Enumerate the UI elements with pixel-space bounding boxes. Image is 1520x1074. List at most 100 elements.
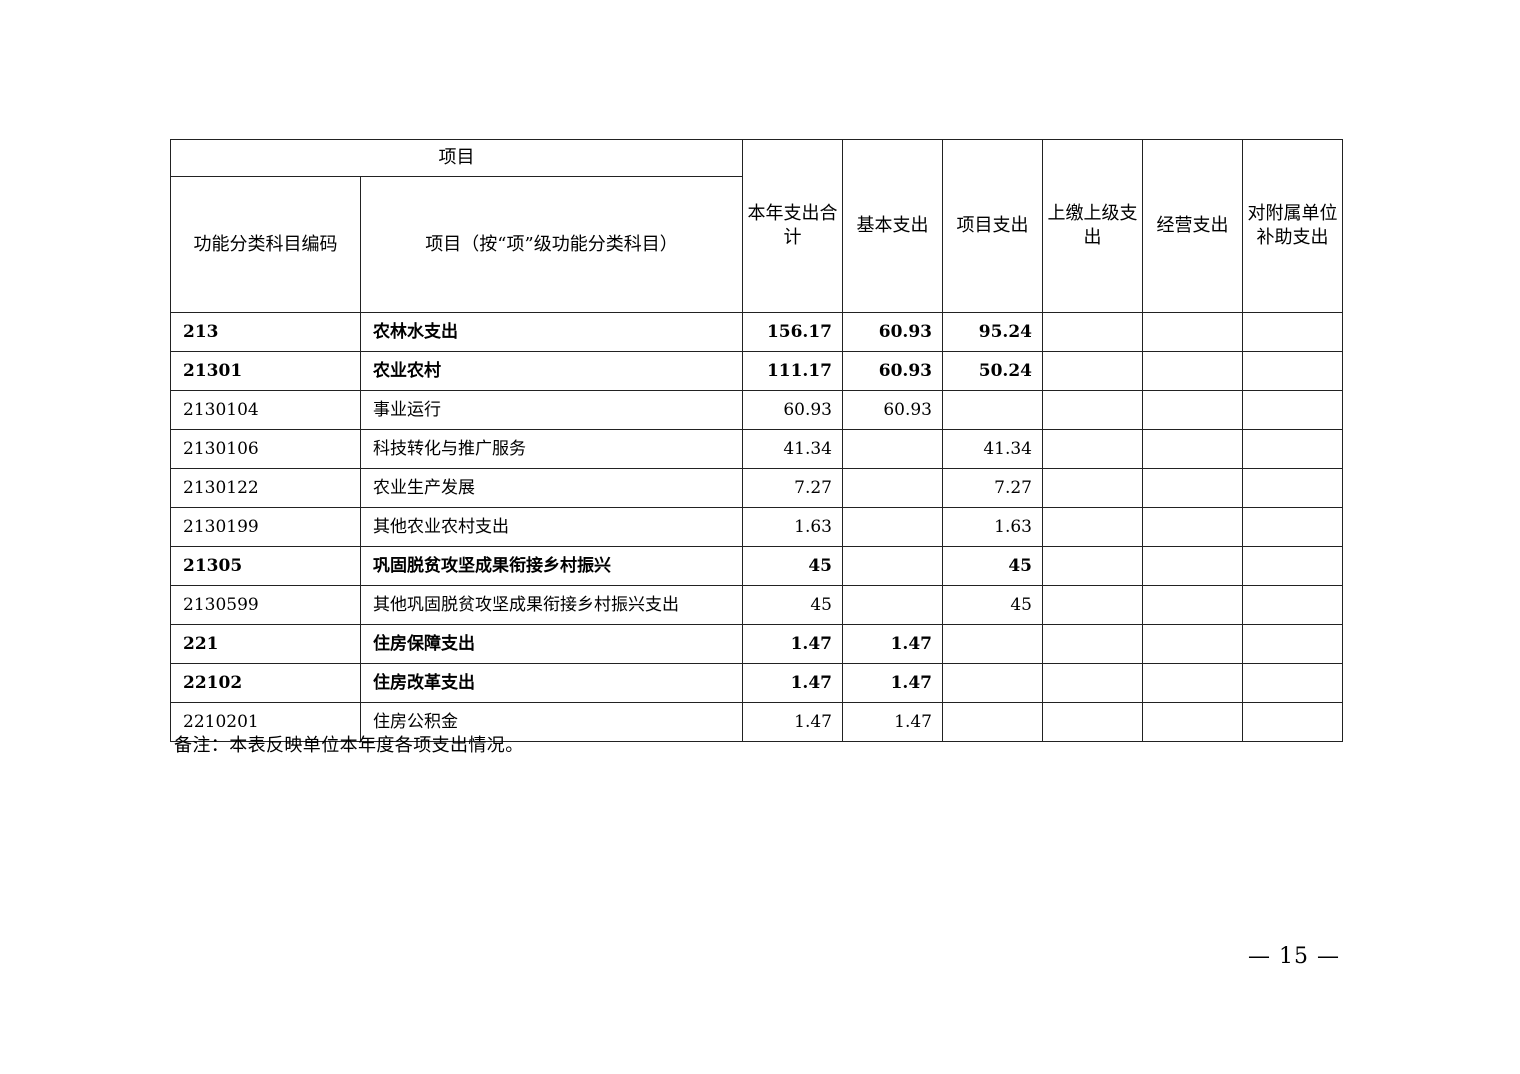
cell-operating [1142, 351, 1243, 391]
cell-subsidy_subunit [1242, 624, 1343, 664]
cell-name: 住房公积金 [360, 702, 743, 742]
cell-operating [1142, 663, 1243, 703]
cell-total: 7.27 [742, 468, 843, 508]
cell-name: 科技转化与推广服务 [360, 429, 743, 469]
cell-project [942, 624, 1043, 664]
cell-subsidy_subunit [1242, 585, 1343, 625]
column-header-remit-upper: 上缴上级支出 [1042, 139, 1143, 313]
cell-code: 2130106 [170, 429, 361, 469]
cell-project: 45 [942, 585, 1043, 625]
cell-project: 1.63 [942, 507, 1043, 547]
column-header-subsidy-subunit: 对附属单位补助支出 [1242, 139, 1343, 313]
cell-operating [1142, 507, 1243, 547]
cell-basic: 60.93 [842, 390, 943, 430]
cell-name: 住房保障支出 [360, 624, 743, 664]
cell-code: 213 [170, 312, 361, 352]
cell-code: 2130122 [170, 468, 361, 508]
cell-subsidy_subunit [1242, 390, 1343, 430]
column-group-header-project: 项目 [170, 139, 743, 177]
cell-basic: 1.47 [842, 702, 943, 742]
cell-code: 21301 [170, 351, 361, 391]
cell-basic [842, 546, 943, 586]
cell-basic [842, 429, 943, 469]
table-header-main-row: 功能分类科目编码 项目（按“项”级功能分类科目） [170, 176, 1343, 313]
table-body: 213 农林水支出 156.17 60.93 95.24 21301 农业农村 111.17 6… [170, 312, 1343, 742]
cell-name: 农业农村 [360, 351, 743, 391]
cell-subsidy_subunit [1242, 507, 1343, 547]
cell-total: 60.93 [742, 390, 843, 430]
cell-code: 221 [170, 624, 361, 664]
page-number: — 15 — [1248, 944, 1340, 969]
cell-project: 95.24 [942, 312, 1043, 352]
cell-remit_upper [1042, 390, 1143, 430]
cell-project: 7.27 [942, 468, 1043, 508]
cell-subsidy_subunit [1242, 702, 1343, 742]
cell-basic: 1.47 [842, 624, 943, 664]
cell-subsidy_subunit [1242, 312, 1343, 352]
cell-code: 21305 [170, 546, 361, 586]
expenditure-table: 项目 本年支出合计 基本支出 项目支出 上缴上级支出 经营支出 对附属单位补助支… [170, 139, 1343, 742]
cell-remit_upper [1042, 468, 1143, 508]
cell-remit_upper [1042, 663, 1143, 703]
table-row: 2130104 事业运行 60.93 60.93 [170, 390, 1343, 430]
column-header-basic: 基本支出 [842, 139, 943, 313]
table-row: 213 农林水支出 156.17 60.93 95.24 [170, 312, 1343, 352]
cell-project: 41.34 [942, 429, 1043, 469]
cell-total: 1.47 [742, 702, 843, 742]
cell-name: 巩固脱贫攻坚成果衔接乡村振兴 [360, 546, 743, 586]
cell-code: 2130599 [170, 585, 361, 625]
cell-operating [1142, 624, 1243, 664]
cell-basic: 60.93 [842, 312, 943, 352]
cell-project [942, 702, 1043, 742]
table-header-group-row: 项目 本年支出合计 基本支出 项目支出 上缴上级支出 经营支出 对附属单位补助支… [170, 139, 1343, 313]
cell-subsidy_subunit [1242, 546, 1343, 586]
table-footnote: 备注：本表反映单位本年度各项支出情况。 [174, 735, 524, 756]
cell-operating [1142, 429, 1243, 469]
cell-basic [842, 468, 943, 508]
cell-subsidy_subunit [1242, 468, 1343, 508]
table-row: 21301 农业农村 111.17 60.93 50.24 [170, 351, 1343, 391]
cell-project: 45 [942, 546, 1043, 586]
cell-code: 2130199 [170, 507, 361, 547]
table-row: 221 住房保障支出 1.47 1.47 [170, 624, 1343, 664]
cell-remit_upper [1042, 624, 1143, 664]
table-row: 2210201 住房公积金 1.47 1.47 [170, 702, 1343, 742]
cell-basic: 60.93 [842, 351, 943, 391]
table-row: 2130122 农业生产发展 7.27 7.27 [170, 468, 1343, 508]
cell-remit_upper [1042, 351, 1143, 391]
cell-total: 1.63 [742, 507, 843, 547]
cell-project: 50.24 [942, 351, 1043, 391]
column-header-total: 本年支出合计 [742, 139, 843, 313]
cell-basic: 1.47 [842, 663, 943, 703]
cell-subsidy_subunit [1242, 429, 1343, 469]
cell-basic [842, 585, 943, 625]
cell-total: 1.47 [742, 663, 843, 703]
cell-remit_upper [1042, 429, 1143, 469]
cell-operating [1142, 585, 1243, 625]
table-row: 2130599 其他巩固脱贫攻坚成果衔接乡村振兴支出 45 45 [170, 585, 1343, 625]
cell-operating [1142, 312, 1243, 352]
table-header: 项目 本年支出合计 基本支出 项目支出 上缴上级支出 经营支出 对附属单位补助支… [170, 139, 1343, 313]
cell-total: 45 [742, 585, 843, 625]
table-row: 21305 巩固脱贫攻坚成果衔接乡村振兴 45 45 [170, 546, 1343, 586]
cell-project [942, 390, 1043, 430]
cell-total: 45 [742, 546, 843, 586]
column-header-operating: 经营支出 [1142, 139, 1243, 313]
cell-remit_upper [1042, 507, 1143, 547]
column-header-project-expenditure: 项目支出 [942, 139, 1043, 313]
cell-name: 事业运行 [360, 390, 743, 430]
cell-name: 农业生产发展 [360, 468, 743, 508]
cell-remit_upper [1042, 585, 1143, 625]
cell-basic [842, 507, 943, 547]
cell-remit_upper [1042, 546, 1143, 586]
cell-name: 其他巩固脱贫攻坚成果衔接乡村振兴支出 [360, 585, 743, 625]
cell-code: 2130104 [170, 390, 361, 430]
cell-operating [1142, 390, 1243, 430]
cell-remit_upper [1042, 312, 1143, 352]
cell-project [942, 663, 1043, 703]
cell-operating [1142, 468, 1243, 508]
cell-total: 1.47 [742, 624, 843, 664]
table-row: 2130106 科技转化与推广服务 41.34 41.34 [170, 429, 1343, 469]
cell-total: 111.17 [742, 351, 843, 391]
